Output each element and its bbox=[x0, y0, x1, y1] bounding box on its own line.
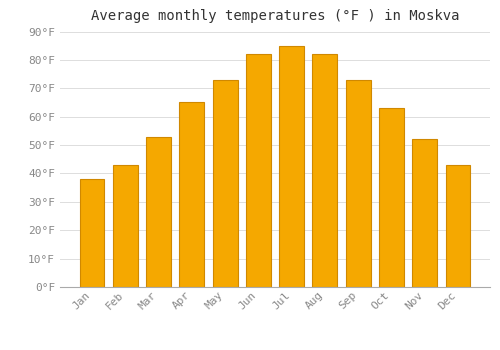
Bar bbox=[379, 108, 404, 287]
Bar bbox=[279, 46, 304, 287]
Bar bbox=[113, 165, 138, 287]
Bar bbox=[346, 80, 370, 287]
Bar bbox=[412, 139, 437, 287]
Bar bbox=[80, 179, 104, 287]
Bar bbox=[246, 54, 271, 287]
Bar bbox=[446, 165, 470, 287]
Bar bbox=[212, 80, 238, 287]
Title: Average monthly temperatures (°F ) in Moskva: Average monthly temperatures (°F ) in Mo… bbox=[91, 9, 459, 23]
Bar bbox=[312, 54, 338, 287]
Bar bbox=[180, 103, 204, 287]
Bar bbox=[146, 136, 171, 287]
